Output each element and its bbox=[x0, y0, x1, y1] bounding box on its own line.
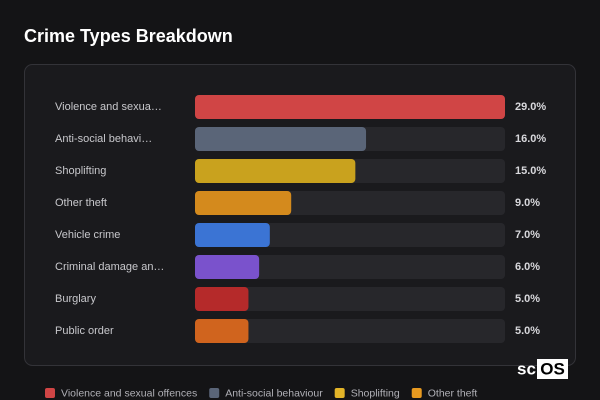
legend-label: Anti-social behaviour bbox=[225, 387, 323, 399]
bar-track bbox=[195, 319, 505, 343]
legend-swatch bbox=[209, 388, 220, 398]
value-label: 7.0% bbox=[515, 229, 540, 241]
value-label: 29.0% bbox=[515, 101, 546, 113]
bar bbox=[195, 127, 367, 151]
legend-swatch bbox=[334, 388, 345, 398]
logo-box bbox=[537, 359, 568, 379]
category-label: Vehicle crime bbox=[55, 229, 120, 241]
bar-track bbox=[195, 255, 505, 279]
value-label: 5.0% bbox=[515, 325, 540, 337]
category-label: Criminal damage an… bbox=[55, 261, 164, 273]
value-label: 16.0% bbox=[515, 133, 546, 145]
value-label: 5.0% bbox=[515, 293, 540, 305]
value-label: 15.0% bbox=[515, 165, 546, 177]
bar bbox=[195, 223, 270, 247]
logo-prefix: sc bbox=[517, 359, 536, 378]
bar bbox=[195, 287, 249, 311]
legend-label: Other theft bbox=[428, 387, 478, 399]
bar bbox=[195, 95, 505, 119]
legend-swatch bbox=[411, 388, 422, 398]
bar bbox=[195, 191, 292, 215]
bar-track bbox=[195, 223, 505, 247]
legend-label: Shoplifting bbox=[351, 387, 400, 399]
legend-label: Violence and sexual offences bbox=[61, 387, 197, 399]
category-label: Shoplifting bbox=[55, 165, 106, 177]
bar bbox=[195, 159, 356, 183]
category-label: Violence and sexua… bbox=[55, 101, 162, 113]
category-label: Other theft bbox=[55, 197, 107, 209]
bar bbox=[195, 319, 249, 343]
value-label: 6.0% bbox=[515, 261, 540, 273]
logo-box-text: OS bbox=[540, 359, 565, 378]
category-label: Public order bbox=[55, 325, 114, 337]
bar-track bbox=[195, 287, 505, 311]
bar bbox=[195, 255, 260, 279]
chart-title: Crime Types Breakdown bbox=[24, 26, 233, 46]
value-label: 9.0% bbox=[515, 197, 540, 209]
legend-swatch bbox=[45, 388, 55, 398]
category-label: Burglary bbox=[55, 293, 96, 305]
category-label: Anti-social behavi… bbox=[55, 133, 152, 145]
